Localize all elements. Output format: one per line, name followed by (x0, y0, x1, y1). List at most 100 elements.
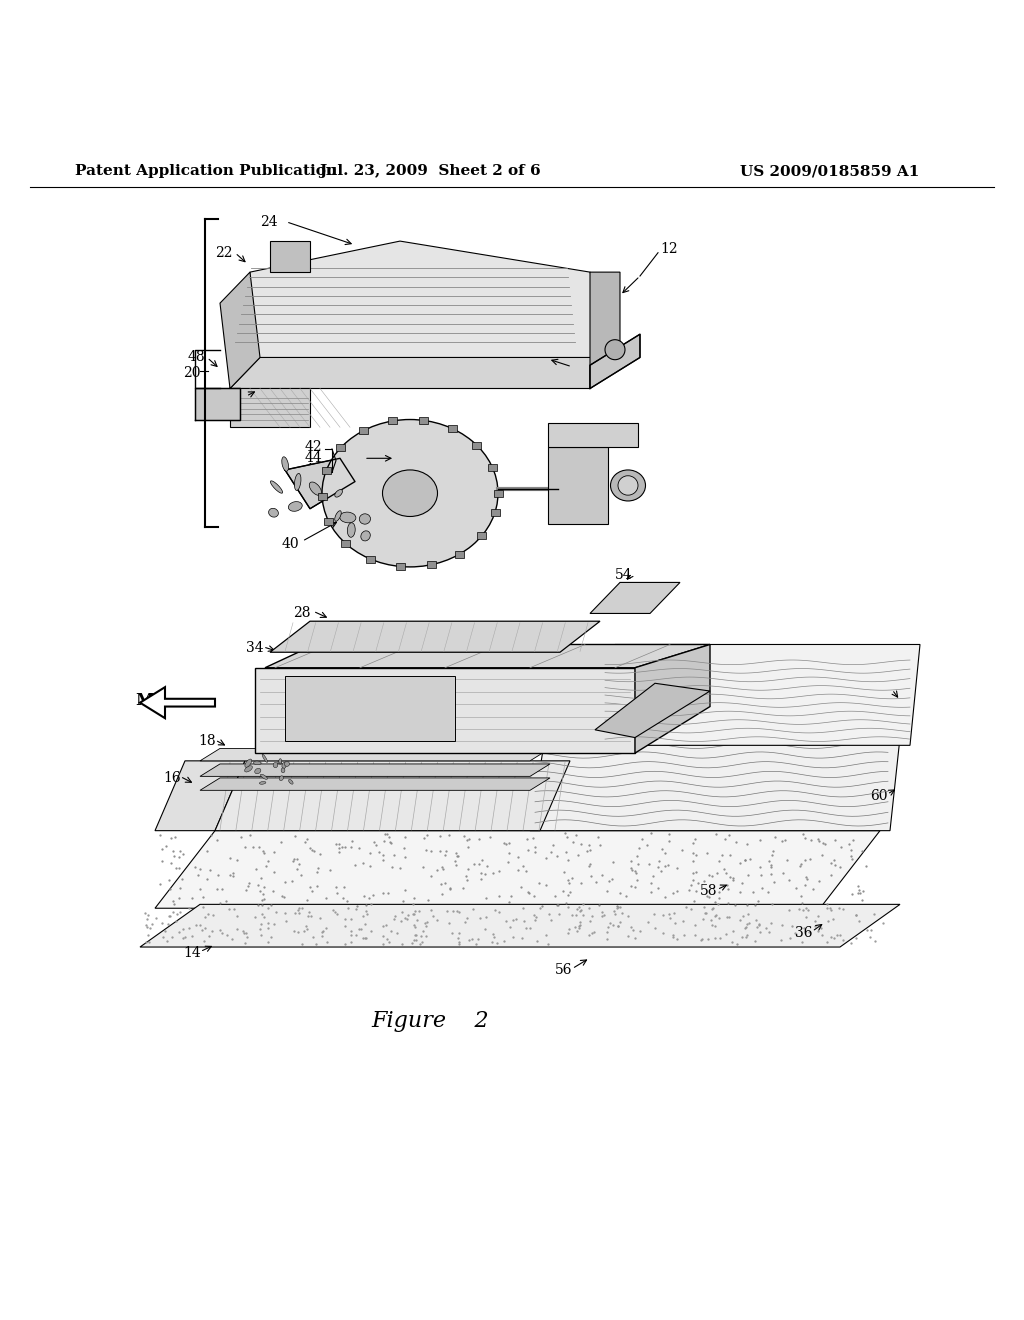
Polygon shape (530, 738, 900, 830)
Text: 42: 42 (305, 440, 323, 454)
Polygon shape (427, 561, 436, 568)
Ellipse shape (268, 508, 279, 517)
Polygon shape (359, 428, 369, 434)
Ellipse shape (285, 762, 290, 767)
Text: 12: 12 (660, 242, 678, 256)
Polygon shape (600, 644, 920, 746)
Polygon shape (155, 830, 880, 908)
Polygon shape (472, 442, 481, 449)
Ellipse shape (280, 776, 284, 780)
Ellipse shape (618, 475, 638, 495)
Polygon shape (548, 446, 608, 524)
Polygon shape (140, 688, 215, 718)
Ellipse shape (322, 420, 498, 566)
Polygon shape (220, 272, 260, 388)
Text: 24: 24 (260, 215, 278, 228)
Polygon shape (265, 644, 710, 668)
Text: 56: 56 (555, 964, 572, 977)
Text: 52: 52 (650, 585, 668, 599)
Ellipse shape (289, 502, 302, 511)
Text: 20: 20 (183, 366, 201, 380)
Polygon shape (140, 904, 900, 946)
Polygon shape (456, 550, 464, 557)
Ellipse shape (282, 457, 289, 471)
Ellipse shape (270, 480, 283, 494)
Text: 18: 18 (198, 734, 216, 748)
Polygon shape (396, 564, 406, 570)
Polygon shape (200, 777, 550, 791)
Polygon shape (635, 644, 710, 754)
Polygon shape (419, 417, 428, 424)
Ellipse shape (360, 531, 371, 541)
Text: 16: 16 (163, 771, 180, 785)
Polygon shape (317, 494, 327, 500)
Ellipse shape (279, 759, 282, 763)
Polygon shape (270, 622, 600, 652)
Polygon shape (325, 519, 334, 525)
Text: Jul. 23, 2009  Sheet 2 of 6: Jul. 23, 2009 Sheet 2 of 6 (319, 164, 541, 178)
Polygon shape (285, 458, 355, 508)
Polygon shape (322, 467, 331, 474)
Polygon shape (341, 540, 350, 548)
Polygon shape (230, 388, 310, 428)
Polygon shape (255, 668, 635, 754)
Ellipse shape (245, 759, 252, 767)
Ellipse shape (347, 523, 355, 537)
Ellipse shape (282, 768, 285, 772)
Text: 54: 54 (615, 568, 633, 582)
Ellipse shape (340, 512, 356, 523)
Polygon shape (155, 760, 245, 830)
Polygon shape (488, 465, 497, 471)
Text: 32: 32 (296, 676, 313, 690)
Text: 40: 40 (282, 537, 300, 550)
Polygon shape (490, 508, 500, 516)
Polygon shape (336, 445, 345, 451)
Ellipse shape (262, 754, 267, 763)
Text: 22: 22 (215, 246, 232, 260)
Polygon shape (195, 388, 240, 420)
Text: 30: 30 (342, 737, 359, 750)
Ellipse shape (383, 470, 437, 516)
Polygon shape (270, 242, 310, 272)
Ellipse shape (289, 779, 293, 784)
Polygon shape (590, 334, 640, 388)
Text: 34: 34 (246, 642, 263, 655)
Polygon shape (230, 242, 620, 388)
Text: US 2009/0185859 A1: US 2009/0185859 A1 (740, 164, 920, 178)
Polygon shape (285, 676, 455, 742)
Text: 46: 46 (305, 463, 323, 477)
Text: 44: 44 (305, 451, 323, 466)
Polygon shape (215, 760, 570, 830)
Text: Patent Application Publication: Patent Application Publication (75, 164, 337, 178)
Polygon shape (200, 748, 550, 760)
Text: Figure    2: Figure 2 (371, 1010, 488, 1032)
Text: 38: 38 (575, 362, 593, 376)
Text: 16: 16 (449, 638, 466, 652)
Text: 14: 14 (183, 946, 201, 960)
Text: 58: 58 (700, 884, 718, 898)
Circle shape (605, 339, 625, 359)
Ellipse shape (309, 482, 322, 495)
Polygon shape (230, 358, 620, 388)
Polygon shape (200, 764, 550, 776)
Ellipse shape (255, 768, 261, 774)
Polygon shape (494, 490, 503, 496)
Text: 38: 38 (228, 389, 246, 403)
Polygon shape (595, 684, 710, 738)
Ellipse shape (273, 763, 278, 768)
Polygon shape (388, 417, 397, 425)
Ellipse shape (610, 470, 645, 502)
Text: 28: 28 (293, 606, 310, 620)
Text: 16: 16 (874, 684, 893, 698)
Ellipse shape (282, 763, 287, 768)
Ellipse shape (259, 781, 266, 784)
Text: M: M (135, 692, 154, 709)
Ellipse shape (245, 766, 252, 772)
Ellipse shape (335, 490, 342, 498)
Polygon shape (477, 532, 486, 540)
Text: 36: 36 (795, 927, 812, 940)
Ellipse shape (278, 760, 282, 764)
Text: 26: 26 (342, 723, 359, 737)
Ellipse shape (254, 762, 261, 764)
Ellipse shape (260, 775, 267, 779)
